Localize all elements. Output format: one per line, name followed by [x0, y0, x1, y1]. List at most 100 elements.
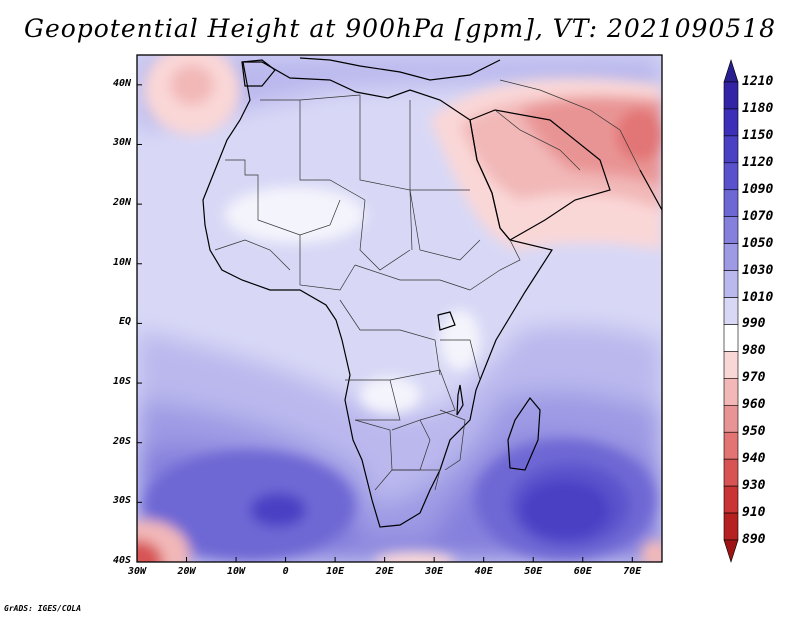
colorbar-label: 960	[742, 397, 766, 413]
lon-label: 10E	[326, 566, 345, 577]
colorbar-segment	[723, 351, 739, 379]
colorbar-segment	[723, 108, 739, 137]
border-sudan	[409, 189, 481, 261]
plot-frame	[136, 54, 663, 563]
border-west-africa	[214, 239, 291, 271]
high-atlantic-outer	[145, 450, 355, 560]
south-low-west-core	[137, 540, 163, 562]
colorbar-label: 910	[742, 505, 766, 521]
lat-label: 40N	[112, 77, 131, 89]
border-tanzania	[440, 339, 481, 381]
colorbar-label: 890	[742, 532, 766, 547]
contour-field	[137, 55, 662, 562]
colorbar-label: 1070	[742, 208, 774, 224]
lon-label: 0	[282, 566, 289, 577]
chart-title: Geopotential Height at 900hPa [gpm], VT:…	[23, 14, 777, 43]
lat-label: 10S	[112, 376, 131, 388]
colorbar-segment	[723, 431, 739, 460]
grads-credit: GrADS: IGES/COLA	[4, 604, 82, 613]
lake-victoria	[437, 311, 456, 331]
border-angola	[345, 379, 401, 421]
border-mali	[299, 100, 366, 201]
border-libya	[359, 95, 413, 251]
lat-label: 10N	[112, 256, 131, 268]
lat-label: 40S	[112, 555, 131, 566]
colorbar-segment	[723, 485, 739, 514]
colorbar-segment	[723, 324, 739, 352]
border-sahara-west	[225, 159, 341, 236]
colorbar-label: 1090	[742, 181, 774, 197]
border-zambia	[389, 369, 456, 421]
colorbar-label: 980	[742, 343, 766, 359]
colorbar-segment	[723, 378, 739, 406]
lon-label: 40E	[474, 566, 493, 577]
colorbar-segment	[723, 162, 739, 191]
lat-label: 20N	[112, 197, 131, 209]
colorbar-segment	[723, 404, 739, 433]
border-algeria	[260, 94, 361, 101]
india-coastline	[639, 169, 662, 211]
lon-label: 50E	[524, 566, 543, 577]
colorbar-segment	[723, 297, 739, 325]
border-egypt	[409, 100, 470, 191]
arabian-heat-low-core	[616, 109, 662, 161]
land-lowland-2	[360, 377, 420, 413]
colorbar-segment	[723, 458, 739, 487]
colorbar-label: 930	[742, 478, 766, 494]
azores-low-core	[170, 65, 214, 105]
madagascar-coastline	[507, 397, 541, 471]
colorbar-top-triangle	[723, 59, 739, 83]
colorbar-label: 990	[742, 316, 766, 332]
south-low-far-east	[641, 540, 662, 562]
lon-label: 30W	[127, 566, 147, 577]
colorbar-label: 1120	[742, 154, 774, 170]
colorbar-segment	[723, 243, 739, 271]
lon-label: 20E	[375, 566, 394, 577]
colorbar-label: 1210	[742, 74, 774, 89]
colorbar-segment	[723, 512, 739, 541]
colorbar	[723, 59, 739, 563]
colorbar-label: 950	[742, 424, 766, 440]
coastlines	[202, 57, 662, 528]
colorbar-segment	[723, 189, 739, 218]
lat-label: 30N	[112, 137, 131, 149]
border-iran	[499, 79, 641, 171]
border-central-africa	[354, 264, 471, 291]
colorbar-segment	[723, 135, 739, 164]
high-atlantic-core	[250, 493, 306, 527]
colorbar-segment	[723, 216, 739, 244]
lon-label: 10W	[227, 566, 246, 577]
lat-label: 20S	[112, 435, 131, 447]
high-indian-core	[520, 480, 610, 540]
europe-coastline	[299, 57, 501, 81]
lat-label: EQ	[118, 316, 131, 328]
land-lowland-1	[225, 187, 365, 243]
colorbar-segment	[723, 81, 739, 110]
country-borders	[214, 79, 641, 491]
colorbar-bottom-triangle	[723, 539, 739, 563]
border-mozambique	[439, 409, 466, 471]
lon-label: 70E	[623, 566, 642, 577]
colorbar-segment	[723, 270, 739, 298]
colorbar-label: 940	[742, 451, 766, 467]
south-low-east	[375, 552, 455, 562]
border-chad	[359, 199, 411, 271]
border-congo	[339, 299, 441, 376]
colorbar-label: 1050	[742, 235, 774, 251]
arabia-coastline	[469, 109, 611, 241]
border-namibia	[354, 419, 393, 491]
axis-ticks	[136, 84, 633, 563]
colorbar-label: 1150	[742, 127, 774, 143]
iberia-coastline	[241, 59, 276, 87]
africa-coastline	[202, 61, 553, 528]
lat-label: 30S	[112, 495, 131, 507]
border-ethiopia	[469, 239, 521, 291]
field-band-north	[137, 55, 662, 130]
colorbar-label: 1010	[742, 289, 774, 305]
colorbar-label: 1030	[742, 262, 774, 278]
colorbar-label: 1180	[742, 100, 774, 116]
lake-malawi	[456, 384, 464, 416]
border-south-africa	[392, 469, 441, 491]
lon-label: 60E	[573, 566, 592, 577]
